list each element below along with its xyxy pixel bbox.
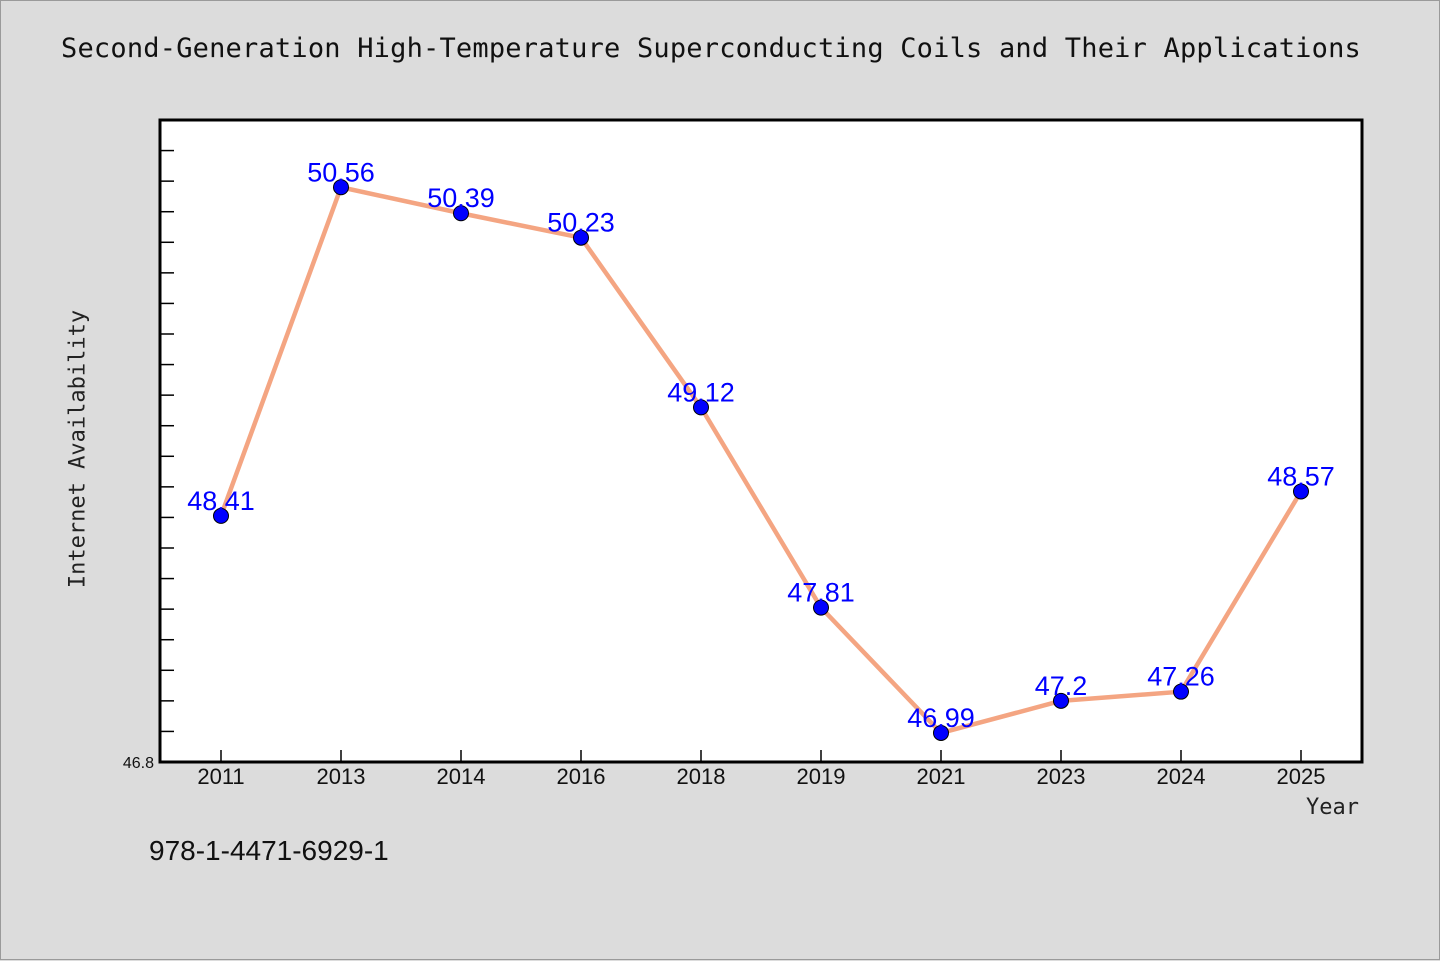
data-label: 47.26 (1147, 662, 1215, 692)
data-label: 50.23 (547, 208, 615, 238)
data-point (333, 179, 349, 196)
data-label: 48.41 (187, 486, 255, 516)
x-tick-label: 2023 (1037, 764, 1086, 789)
x-tick-label: 2014 (437, 764, 486, 789)
data-label: 49.12 (667, 377, 735, 407)
y-tick-label: 46.8 (123, 755, 154, 772)
data-point (453, 205, 469, 222)
x-tick-label: 2021 (917, 764, 966, 789)
series-line (218, 185, 1303, 736)
data-label: 47.2 (1035, 671, 1088, 701)
plot-background (160, 120, 1362, 762)
series-line-group (218, 185, 1303, 736)
data-point (1173, 683, 1189, 700)
data-label: 47.81 (787, 578, 855, 608)
data-point (573, 229, 589, 246)
series-markers (213, 179, 1309, 741)
x-tick-label: 2016 (557, 764, 606, 789)
x-tick-label: 2024 (1157, 764, 1206, 789)
y-minor-ticks: 46.8 (123, 149, 174, 772)
x-tick-label: 2019 (797, 764, 846, 789)
data-point (1293, 483, 1309, 500)
data-label: 48.57 (1267, 461, 1335, 491)
data-point (1053, 692, 1069, 709)
data-point (813, 599, 829, 616)
x-tick-label: 2018 (677, 764, 726, 789)
x-tick-label: 2013 (317, 764, 366, 789)
data-label: 46.99 (907, 703, 975, 733)
data-point (933, 724, 949, 741)
data-labels: 48.41 50.56 50.39 50.23 49.12 47.81 46.99 47.2 4… (187, 157, 1335, 733)
plot-frame (158, 118, 1364, 764)
data-point (213, 507, 229, 524)
data-point (693, 399, 709, 416)
x-ticks: 2011 2013 2014 2016 2018 2019 2021 2023 2024 2025 (197, 750, 1325, 789)
chart-title: Second-Generation High-Temperature Super… (61, 33, 1361, 64)
data-label: 50.56 (307, 157, 375, 187)
x-tick-label: 2011 (197, 764, 244, 789)
data-label: 50.39 (427, 183, 495, 213)
footer-identifier: 978-1-4471-6929-1 (149, 835, 389, 866)
x-axis-label: Year (1306, 795, 1359, 820)
x-tick-label: 2025 (1277, 764, 1326, 789)
